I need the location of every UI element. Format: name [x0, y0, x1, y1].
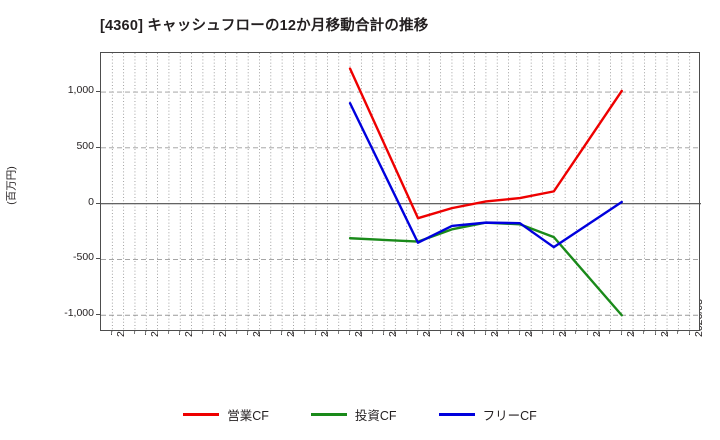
x-minor-tick: [213, 331, 215, 334]
x-minor-tick: [360, 331, 362, 334]
x-minor-tick: [609, 331, 611, 334]
x-minor-tick: [326, 331, 328, 334]
x-minor-tick: [416, 331, 418, 334]
x-minor-tick: [156, 331, 158, 334]
x-minor-tick: [371, 331, 373, 334]
legend-item-0[interactable]: 営業CF: [183, 405, 269, 424]
x-minor-tick: [235, 331, 237, 334]
x-minor-tick: [450, 331, 452, 334]
x-minor-tick: [349, 331, 351, 334]
legend-item-2[interactable]: フリーCF: [438, 405, 537, 424]
x-minor-tick: [586, 331, 588, 334]
x-minor-tick: [394, 331, 396, 334]
legend-label: フリーCF: [482, 409, 537, 423]
x-minor-tick: [405, 331, 407, 334]
x-minor-tick: [190, 331, 192, 334]
x-minor-tick: [564, 331, 566, 334]
x-minor-tick: [688, 331, 690, 334]
chart-title: [4360] キャッシュフローの12か月移動合計の推移: [100, 18, 429, 34]
legend-swatch-icon: [183, 413, 220, 416]
legend-swatch-icon: [438, 413, 475, 416]
series-line-0: [348, 67, 623, 220]
x-minor-tick: [598, 331, 600, 334]
y-tick-mark: [96, 202, 100, 204]
x-minor-tick: [224, 331, 226, 334]
y-axis-label: (百万円): [5, 166, 18, 205]
x-minor-tick: [643, 331, 645, 334]
x-minor-tick: [677, 331, 679, 334]
x-minor-tick: [201, 331, 203, 334]
y-tick-mark: [96, 258, 100, 260]
x-minor-tick: [337, 331, 339, 334]
x-minor-tick: [632, 331, 634, 334]
x-minor-tick: [496, 331, 498, 334]
x-minor-tick: [666, 331, 668, 334]
x-minor-tick: [292, 331, 294, 334]
x-minor-tick: [247, 331, 249, 334]
x-minor-tick: [258, 331, 260, 334]
x-minor-tick: [111, 331, 113, 334]
x-minor-tick: [541, 331, 543, 334]
plot-svg: [101, 53, 701, 332]
y-tick-label: -1,000: [64, 307, 94, 320]
x-minor-tick: [507, 331, 509, 334]
x-minor-tick: [462, 331, 464, 334]
x-minor-tick: [269, 331, 271, 334]
x-minor-tick: [473, 331, 475, 334]
x-minor-tick: [530, 331, 532, 334]
x-minor-tick: [620, 331, 622, 334]
y-tick-label: 500: [76, 139, 94, 152]
y-tick-label: -500: [72, 251, 94, 264]
legend-swatch-icon: [310, 413, 347, 416]
legend-label: 投資CF: [354, 409, 397, 423]
x-minor-tick: [383, 331, 385, 334]
y-tick-mark: [96, 146, 100, 148]
x-minor-tick: [167, 331, 169, 334]
legend-label: 営業CF: [227, 409, 269, 423]
x-minor-tick: [281, 331, 283, 334]
x-minor-tick: [303, 331, 305, 334]
series-line-1: [348, 221, 623, 317]
x-minor-tick: [575, 331, 577, 334]
x-minor-tick: [654, 331, 656, 334]
plot-area: [100, 52, 701, 332]
x-minor-tick: [133, 331, 135, 334]
x-minor-tick: [179, 331, 181, 334]
y-tick-mark: [96, 91, 100, 93]
series-line-2: [348, 102, 623, 249]
x-minor-tick: [552, 331, 554, 334]
x-minor-tick: [518, 331, 520, 334]
x-minor-tick: [428, 331, 430, 334]
legend-item-1[interactable]: 投資CF: [310, 405, 397, 424]
x-minor-tick: [315, 331, 317, 334]
x-minor-tick: [122, 331, 124, 334]
y-tick-label: 0: [88, 195, 94, 208]
x-minor-tick: [484, 331, 486, 334]
chart-legend: 営業CF 投資CF フリーCF: [0, 405, 720, 424]
y-tick-mark: [96, 314, 100, 316]
x-minor-tick: [145, 331, 147, 334]
x-minor-tick: [439, 331, 441, 334]
y-tick-label: 1,000: [67, 84, 94, 97]
